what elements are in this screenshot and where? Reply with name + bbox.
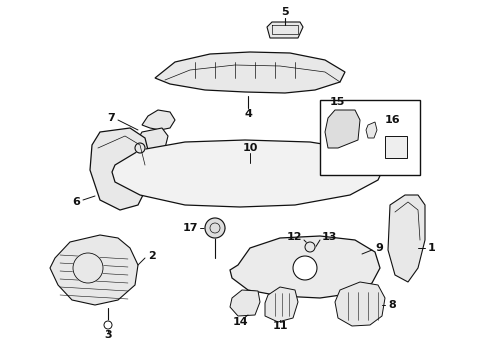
Text: 15: 15 bbox=[330, 97, 345, 107]
Polygon shape bbox=[142, 110, 175, 130]
Polygon shape bbox=[134, 128, 168, 155]
Text: 17: 17 bbox=[182, 223, 198, 233]
Text: 1: 1 bbox=[428, 243, 436, 253]
Text: 9: 9 bbox=[375, 243, 383, 253]
Polygon shape bbox=[267, 22, 303, 38]
Text: 8: 8 bbox=[388, 300, 396, 310]
Text: 13: 13 bbox=[322, 232, 338, 242]
Polygon shape bbox=[230, 290, 260, 316]
Text: 7: 7 bbox=[107, 113, 115, 123]
Text: 16: 16 bbox=[385, 115, 401, 125]
Polygon shape bbox=[230, 236, 380, 298]
Polygon shape bbox=[335, 282, 385, 326]
Polygon shape bbox=[112, 140, 385, 207]
Polygon shape bbox=[155, 52, 345, 93]
Circle shape bbox=[205, 218, 225, 238]
Text: 2: 2 bbox=[148, 251, 156, 261]
Circle shape bbox=[293, 256, 317, 280]
Polygon shape bbox=[388, 195, 425, 282]
Text: 12: 12 bbox=[287, 232, 302, 242]
Text: 10: 10 bbox=[243, 143, 258, 153]
Polygon shape bbox=[50, 235, 138, 305]
Circle shape bbox=[104, 321, 112, 329]
Text: 3: 3 bbox=[104, 330, 112, 340]
Polygon shape bbox=[325, 110, 360, 148]
Text: 4: 4 bbox=[244, 109, 252, 119]
Text: 11: 11 bbox=[272, 321, 288, 331]
Circle shape bbox=[73, 253, 103, 283]
Bar bbox=[385, 136, 407, 158]
Polygon shape bbox=[366, 122, 377, 138]
Text: 6: 6 bbox=[72, 197, 80, 207]
Bar bbox=[320, 100, 420, 175]
Circle shape bbox=[135, 143, 145, 153]
Text: 14: 14 bbox=[232, 317, 248, 327]
Circle shape bbox=[305, 242, 315, 252]
Polygon shape bbox=[265, 287, 298, 322]
Text: 5: 5 bbox=[281, 7, 289, 17]
Polygon shape bbox=[90, 128, 150, 210]
